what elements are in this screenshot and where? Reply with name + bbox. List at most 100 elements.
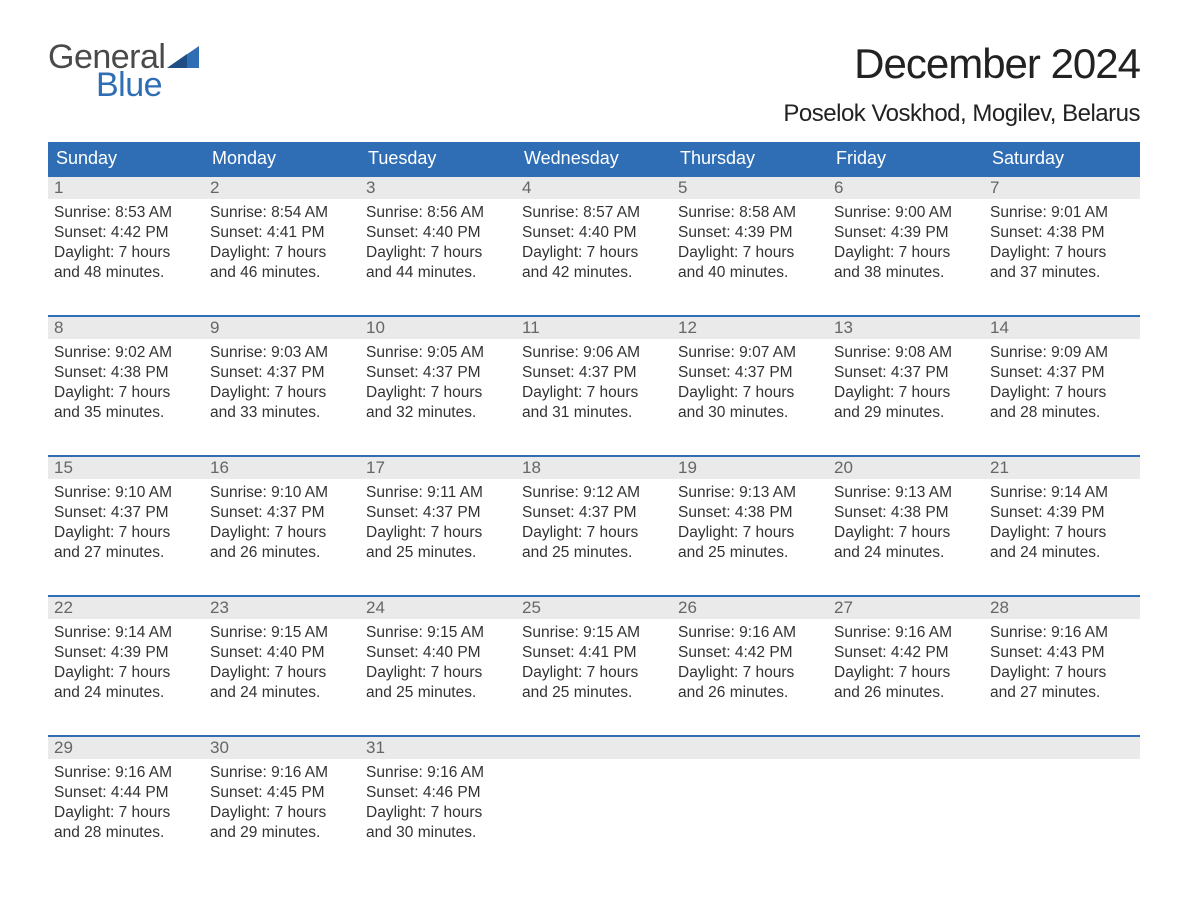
sunset-text: Sunset: 4:42 PM [54,223,198,243]
daylight-text: Daylight: 7 hours and 40 minutes. [678,243,822,283]
daylight-text: Daylight: 7 hours and 24 minutes. [990,523,1134,563]
day-details: Sunrise: 9:13 AMSunset: 4:38 PMDaylight:… [828,479,984,568]
day-details: Sunrise: 9:16 AMSunset: 4:43 PMDaylight:… [984,619,1140,708]
day-number: 3 [360,177,516,199]
sunset-text: Sunset: 4:42 PM [678,643,822,663]
day-9: 9Sunrise: 9:03 AMSunset: 4:37 PMDaylight… [204,317,360,435]
day-29: 29Sunrise: 9:16 AMSunset: 4:44 PMDayligh… [48,737,204,855]
daylight-text: Daylight: 7 hours and 27 minutes. [990,663,1134,703]
sunrise-text: Sunrise: 9:13 AM [678,483,822,503]
logo: General Blue [48,40,199,102]
daylight-text: Daylight: 7 hours and 48 minutes. [54,243,198,283]
daylight-text: Daylight: 7 hours and 46 minutes. [210,243,354,283]
sunset-text: Sunset: 4:40 PM [210,643,354,663]
day-number: 17 [360,457,516,479]
day-details: Sunrise: 9:14 AMSunset: 4:39 PMDaylight:… [984,479,1140,568]
day-6: 6Sunrise: 9:00 AMSunset: 4:39 PMDaylight… [828,177,984,295]
sunrise-text: Sunrise: 9:15 AM [210,623,354,643]
day-number: 8 [48,317,204,339]
month-title: December 2024 [783,40,1140,88]
day-16: 16Sunrise: 9:10 AMSunset: 4:37 PMDayligh… [204,457,360,575]
day-number [828,737,984,759]
sunrise-text: Sunrise: 9:06 AM [522,343,666,363]
sunrise-text: Sunrise: 8:53 AM [54,203,198,223]
day-number: 29 [48,737,204,759]
sunset-text: Sunset: 4:46 PM [366,783,510,803]
day-details: Sunrise: 9:14 AMSunset: 4:39 PMDaylight:… [48,619,204,708]
sunrise-text: Sunrise: 9:16 AM [834,623,978,643]
day-number: 1 [48,177,204,199]
day-details: Sunrise: 9:05 AMSunset: 4:37 PMDaylight:… [360,339,516,428]
daylight-text: Daylight: 7 hours and 26 minutes. [834,663,978,703]
sunset-text: Sunset: 4:37 PM [366,363,510,383]
day-number: 24 [360,597,516,619]
sunrise-text: Sunrise: 9:10 AM [54,483,198,503]
day-31: 31Sunrise: 9:16 AMSunset: 4:46 PMDayligh… [360,737,516,855]
daylight-text: Daylight: 7 hours and 25 minutes. [522,663,666,703]
day-2: 2Sunrise: 8:54 AMSunset: 4:41 PMDaylight… [204,177,360,295]
sunset-text: Sunset: 4:38 PM [834,503,978,523]
daylight-text: Daylight: 7 hours and 27 minutes. [54,523,198,563]
sunrise-text: Sunrise: 9:05 AM [366,343,510,363]
sunset-text: Sunset: 4:37 PM [210,363,354,383]
day-number: 6 [828,177,984,199]
day-number: 26 [672,597,828,619]
daylight-text: Daylight: 7 hours and 33 minutes. [210,383,354,423]
day-number: 30 [204,737,360,759]
sunrise-text: Sunrise: 9:10 AM [210,483,354,503]
sunrise-text: Sunrise: 8:58 AM [678,203,822,223]
day-number: 31 [360,737,516,759]
day-4: 4Sunrise: 8:57 AMSunset: 4:40 PMDaylight… [516,177,672,295]
day-details: Sunrise: 9:08 AMSunset: 4:37 PMDaylight:… [828,339,984,428]
sunrise-text: Sunrise: 9:08 AM [834,343,978,363]
sunrise-text: Sunrise: 9:09 AM [990,343,1134,363]
day-number: 11 [516,317,672,339]
day-details: Sunrise: 8:53 AMSunset: 4:42 PMDaylight:… [48,199,204,288]
daylight-text: Daylight: 7 hours and 32 minutes. [366,383,510,423]
day-28: 28Sunrise: 9:16 AMSunset: 4:43 PMDayligh… [984,597,1140,715]
daylight-text: Daylight: 7 hours and 28 minutes. [990,383,1134,423]
day-number: 14 [984,317,1140,339]
dow-wednesday: Wednesday [516,142,672,175]
day-number: 12 [672,317,828,339]
day-empty [516,737,672,855]
sunset-text: Sunset: 4:38 PM [990,223,1134,243]
day-30: 30Sunrise: 9:16 AMSunset: 4:45 PMDayligh… [204,737,360,855]
daylight-text: Daylight: 7 hours and 38 minutes. [834,243,978,283]
day-27: 27Sunrise: 9:16 AMSunset: 4:42 PMDayligh… [828,597,984,715]
daylight-text: Daylight: 7 hours and 25 minutes. [366,523,510,563]
sunrise-text: Sunrise: 9:16 AM [678,623,822,643]
week-row: 1Sunrise: 8:53 AMSunset: 4:42 PMDaylight… [48,175,1140,295]
day-details: Sunrise: 9:15 AMSunset: 4:41 PMDaylight:… [516,619,672,708]
sunset-text: Sunset: 4:37 PM [522,503,666,523]
title-block: December 2024 Poselok Voskhod, Mogilev, … [783,40,1140,128]
day-empty [984,737,1140,855]
sunrise-text: Sunrise: 9:13 AM [834,483,978,503]
day-number: 7 [984,177,1140,199]
day-details: Sunrise: 9:15 AMSunset: 4:40 PMDaylight:… [204,619,360,708]
day-5: 5Sunrise: 8:58 AMSunset: 4:39 PMDaylight… [672,177,828,295]
sunset-text: Sunset: 4:37 PM [210,503,354,523]
dow-sunday: Sunday [48,142,204,175]
sunset-text: Sunset: 4:37 PM [990,363,1134,383]
day-number [516,737,672,759]
sunset-text: Sunset: 4:40 PM [366,223,510,243]
day-details: Sunrise: 9:16 AMSunset: 4:42 PMDaylight:… [828,619,984,708]
day-details: Sunrise: 9:10 AMSunset: 4:37 PMDaylight:… [48,479,204,568]
day-1: 1Sunrise: 8:53 AMSunset: 4:42 PMDaylight… [48,177,204,295]
week-row: 15Sunrise: 9:10 AMSunset: 4:37 PMDayligh… [48,455,1140,575]
sunset-text: Sunset: 4:44 PM [54,783,198,803]
day-number: 22 [48,597,204,619]
header: General Blue December 2024 Poselok Voskh… [48,40,1140,128]
day-number: 27 [828,597,984,619]
day-20: 20Sunrise: 9:13 AMSunset: 4:38 PMDayligh… [828,457,984,575]
daylight-text: Daylight: 7 hours and 24 minutes. [54,663,198,703]
day-number: 13 [828,317,984,339]
dow-monday: Monday [204,142,360,175]
flag-icon [167,46,199,68]
day-details: Sunrise: 9:16 AMSunset: 4:45 PMDaylight:… [204,759,360,848]
day-number [984,737,1140,759]
daylight-text: Daylight: 7 hours and 28 minutes. [54,803,198,843]
day-23: 23Sunrise: 9:15 AMSunset: 4:40 PMDayligh… [204,597,360,715]
daylight-text: Daylight: 7 hours and 25 minutes. [522,523,666,563]
